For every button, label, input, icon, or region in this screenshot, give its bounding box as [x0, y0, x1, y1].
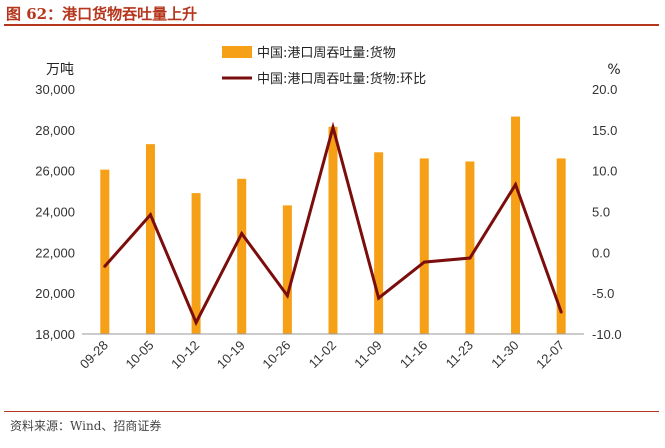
line-point: [514, 183, 518, 187]
right-axis-tick-label: -10.0: [592, 327, 622, 342]
line-point: [103, 264, 107, 268]
right-axis-tick-label: 20.0: [592, 82, 617, 97]
right-axis-unit: %: [607, 62, 620, 78]
line-point: [331, 125, 335, 129]
line-point: [148, 213, 152, 217]
right-axis-tick-label: 5.0: [592, 205, 610, 220]
legend-line-label: 中国:港口周吞吐量:货物:环比: [257, 71, 426, 87]
left-axis-tick-label: 20,000: [35, 286, 75, 301]
right-axis-ticks: -10.0 -5.0 0.0 5.0 10.0 15.0 20.0: [592, 82, 622, 342]
left-axis-unit: 万吨: [46, 62, 74, 78]
bar: [191, 193, 201, 334]
right-axis-tick-label: 0.0: [592, 245, 610, 260]
x-axis-tick-label: 09-28: [77, 338, 111, 372]
bar: [100, 169, 110, 334]
x-axis-tick-label: 11-02: [306, 338, 339, 371]
bar: [282, 205, 292, 334]
line-point: [468, 256, 472, 260]
bar: [465, 161, 475, 334]
right-axis-tick-label: 10.0: [592, 164, 617, 179]
bar-series: [100, 116, 566, 334]
line-point: [194, 321, 198, 325]
bar: [145, 144, 155, 334]
x-axis-tick-label: 11-30: [488, 338, 521, 371]
left-axis-tick-label: 18,000: [35, 327, 75, 342]
left-axis-tick-label: 22,000: [35, 245, 75, 260]
left-axis-tick-label: 26,000: [35, 164, 75, 179]
left-axis-tick-label: 28,000: [35, 123, 75, 138]
bar: [419, 158, 429, 334]
x-axis-tick-label: 10-12: [168, 338, 202, 372]
figure-title: 图 62：港口货物吞吐量上升: [6, 5, 198, 23]
legend-bar-label: 中国:港口周吞吐量:货物: [257, 45, 396, 61]
line-point: [422, 260, 426, 264]
line-series: [103, 121, 563, 327]
x-axis-tick-label: 12-07: [533, 338, 567, 372]
left-axis-tick-label: 30,000: [35, 82, 75, 97]
right-axis-tick-label: -5.0: [592, 286, 614, 301]
footer-divider: [4, 411, 659, 412]
x-axis-ticks: 09-28 10-05 10-12 10-19 10-26 11-02 11-09 11-16…: [77, 338, 567, 372]
x-axis-tick-label: 11-23: [443, 338, 476, 371]
line-point: [285, 294, 289, 298]
x-axis-tick-label: 11-16: [397, 338, 430, 371]
legend-bar-swatch: [222, 46, 252, 58]
right-axis-tick-label: 15.0: [592, 123, 617, 138]
x-axis-tick-label: 10-19: [214, 338, 248, 372]
x-axis-tick-label: 11-09: [351, 338, 384, 371]
left-axis-tick-label: 24,000: [35, 205, 75, 220]
left-axis-ticks: 18,000 20,000 22,000 24,000 26,000 28,000 30,0…: [35, 82, 75, 342]
bar: [328, 126, 338, 334]
x-axis-tick-label: 10-05: [122, 338, 156, 372]
line-point: [559, 310, 563, 314]
x-axis-tick-label: 10-26: [259, 338, 293, 372]
bar: [556, 158, 566, 334]
line-point: [240, 232, 244, 236]
bar: [511, 116, 521, 334]
line-point: [377, 296, 381, 300]
title-divider: [4, 24, 659, 26]
source-note: 资料来源：Wind、招商证券: [10, 419, 162, 433]
bar: [374, 152, 384, 334]
bar: [237, 178, 247, 334]
